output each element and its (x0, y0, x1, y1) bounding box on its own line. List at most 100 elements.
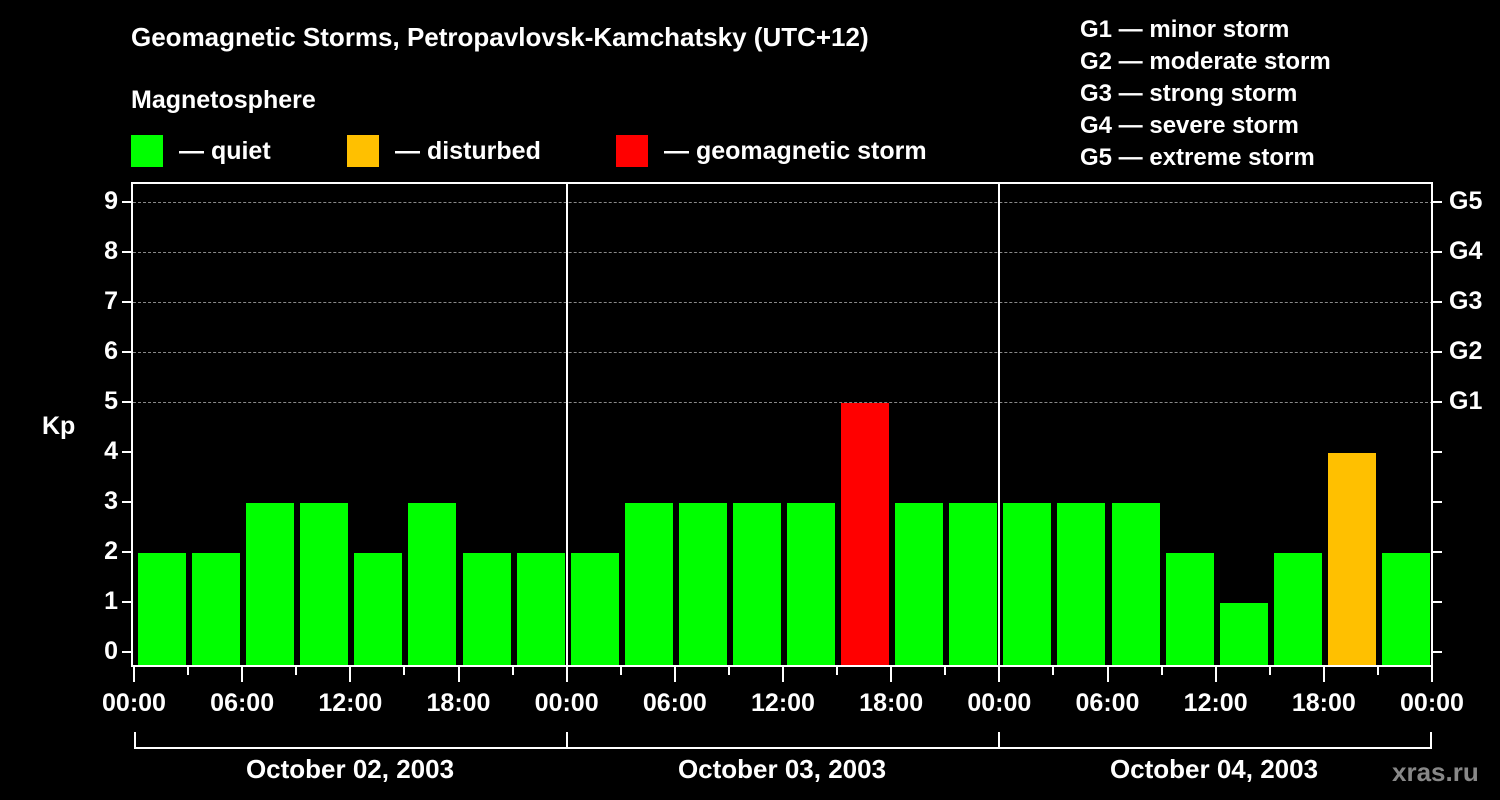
plot-frame (131, 182, 1433, 667)
kp-bar (354, 553, 403, 667)
x-minor-tick (187, 667, 189, 675)
g-level-label: G4 (1449, 237, 1483, 265)
x-minor-tick (1052, 667, 1054, 675)
disturbed-swatch-icon (347, 135, 379, 167)
x-tick-label: 12:00 (318, 689, 383, 717)
kp-bar (408, 503, 457, 667)
kp-bar (138, 553, 187, 667)
g5-legend: G5 — extreme storm (1080, 144, 1315, 171)
kp-bar (1003, 503, 1052, 667)
g-level-label: G1 (1449, 387, 1483, 415)
day-label: October 03, 2003 (677, 754, 887, 784)
x-major-tick (458, 667, 460, 682)
x-minor-tick (512, 667, 514, 675)
legend-quiet-label: — quiet (179, 136, 271, 165)
y-tick (122, 601, 131, 603)
day-label: October 04, 2003 (1109, 754, 1319, 784)
x-major-tick (1107, 667, 1109, 682)
legend-storm: — geomagnetic storm (616, 135, 927, 167)
x-tick-label: 18:00 (426, 689, 491, 717)
y-tick-label: 6 (104, 337, 118, 365)
chart-subtitle: Magnetosphere (131, 86, 316, 114)
y-tick (122, 401, 131, 403)
x-major-tick (1323, 667, 1325, 682)
x-tick-label: 12:00 (751, 689, 815, 717)
x-tick-label: 06:00 (1075, 689, 1140, 717)
day-bracket-tick (134, 732, 136, 749)
y-tick (122, 201, 131, 203)
g-scale-legend: G1 — minor storm G2 — moderate storm G3 … (1080, 14, 1331, 174)
g4-legend: G4 — severe storm (1080, 112, 1299, 139)
y-tick-label: 3 (104, 487, 118, 515)
y-tick-label: 0 (104, 637, 118, 665)
right-y-tick (1433, 351, 1442, 353)
gridline-kp-5 (133, 402, 1433, 403)
day-separator (566, 182, 568, 667)
kp-bar (1273, 553, 1322, 667)
gridline-kp-8 (133, 252, 1433, 253)
kp-bar (1057, 503, 1106, 667)
right-y-tick (1433, 651, 1442, 653)
kp-bar (570, 553, 619, 667)
right-y-tick (1433, 551, 1442, 553)
y-tick (122, 351, 131, 353)
legend-disturbed: — disturbed (347, 135, 541, 167)
kp-bar (1381, 553, 1430, 667)
x-tick-label: 00:00 (967, 689, 1032, 717)
y-tick-label: 4 (104, 437, 118, 465)
day-label: October 02, 2003 (245, 754, 455, 784)
storm-swatch-icon (616, 135, 648, 167)
y-tick-label: 2 (104, 537, 118, 565)
day-separator (998, 182, 1000, 667)
y-tick (122, 651, 131, 653)
x-major-tick (674, 667, 676, 682)
legend-storm-label: — geomagnetic storm (664, 136, 927, 165)
kp-bar (895, 503, 944, 667)
kp-bar (949, 503, 998, 667)
day-bracket-line (134, 747, 1432, 749)
right-y-tick (1433, 301, 1442, 303)
right-y-tick (1433, 401, 1442, 403)
x-tick-label: 06:00 (210, 689, 275, 717)
right-y-tick (1433, 501, 1442, 503)
x-tick-label: 00:00 (534, 689, 599, 717)
y-axis-label: Kp (42, 412, 76, 440)
legend-quiet: — quiet (131, 135, 271, 167)
x-tick-label: 00:00 (1400, 689, 1464, 717)
day-bracket-tick (1430, 732, 1432, 749)
kp-bar (678, 503, 727, 667)
x-major-tick (890, 667, 892, 682)
y-tick-label: 7 (104, 287, 118, 315)
x-minor-tick (1377, 667, 1379, 675)
y-tick (122, 451, 131, 453)
g-level-label: G5 (1449, 187, 1483, 215)
g1-legend: G1 — minor storm (1080, 16, 1290, 43)
kp-bar (1219, 603, 1268, 667)
kp-bar (462, 553, 511, 667)
y-tick (122, 251, 131, 253)
x-minor-tick (836, 667, 838, 675)
g3-legend: G3 — strong storm (1080, 80, 1298, 107)
x-major-tick (1215, 667, 1217, 682)
g-level-label: G2 (1449, 337, 1483, 365)
x-minor-tick (944, 667, 946, 675)
legend-disturbed-label: — disturbed (395, 136, 541, 165)
kp-bar (192, 553, 241, 667)
gridline-kp-9 (133, 202, 1433, 203)
kp-bar (246, 503, 295, 667)
g2-legend: G2 — moderate storm (1080, 48, 1331, 75)
day-bracket-tick (998, 732, 1000, 749)
x-minor-tick (1269, 667, 1271, 675)
y-tick-label: 1 (104, 587, 118, 615)
x-tick-label: 12:00 (1183, 689, 1248, 717)
x-major-tick (349, 667, 351, 682)
credit-text: xras.ru (1392, 757, 1479, 787)
x-major-tick (241, 667, 243, 682)
gridline-kp-7 (133, 302, 1433, 303)
kp-bar (300, 503, 349, 667)
x-major-tick (133, 667, 135, 682)
kp-bar (624, 503, 673, 667)
kp-bar (787, 503, 836, 667)
kp-bar (1165, 553, 1214, 667)
y-tick (122, 501, 131, 503)
